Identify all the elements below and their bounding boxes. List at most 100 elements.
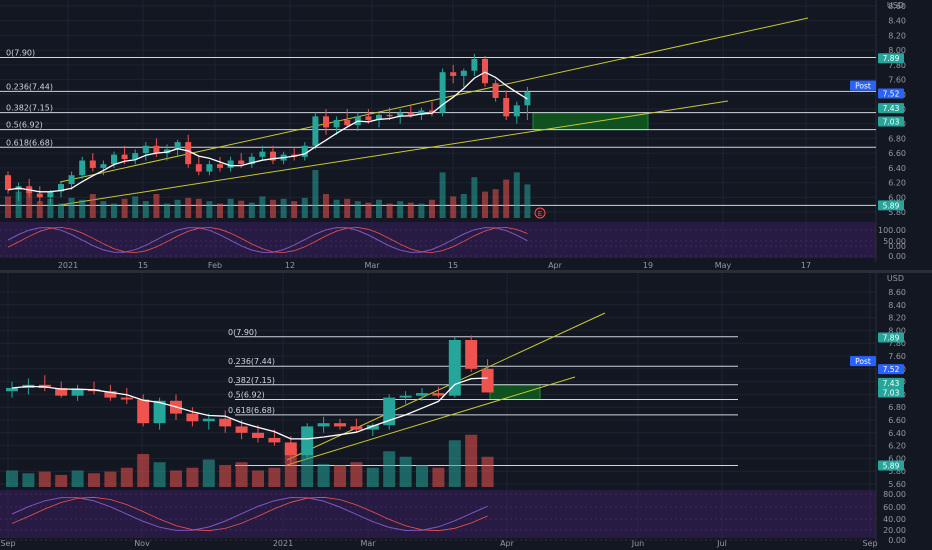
candle[interactable]	[185, 142, 192, 165]
candle[interactable]	[284, 442, 297, 456]
candle[interactable]	[439, 72, 446, 113]
trend-channel-line[interactable]	[59, 100, 729, 206]
candle[interactable]	[399, 395, 412, 398]
candle[interactable]	[259, 151, 266, 157]
candle[interactable]	[416, 393, 428, 396]
candle[interactable]	[164, 149, 170, 154]
candle[interactable]	[252, 432, 264, 438]
candle[interactable]	[36, 193, 43, 198]
candle[interactable]	[448, 340, 461, 396]
candle[interactable]	[471, 58, 478, 71]
target-zone-box[interactable]	[532, 112, 649, 131]
candle[interactable]	[492, 83, 499, 98]
candle[interactable]	[366, 425, 379, 430]
price-axis-label: 6.80	[888, 403, 906, 412]
candle[interactable]	[365, 116, 372, 121]
candle[interactable]	[513, 105, 520, 117]
candle[interactable]	[100, 164, 107, 168]
candle[interactable]	[120, 397, 133, 400]
candle[interactable]	[432, 393, 445, 396]
candle[interactable]	[503, 97, 510, 117]
candle[interactable]	[121, 154, 128, 160]
candle[interactable]	[344, 120, 351, 126]
candle[interactable]	[111, 154, 117, 165]
candle[interactable]	[268, 437, 281, 443]
moving-average-line[interactable]	[7, 71, 528, 193]
price-tag	[878, 332, 904, 343]
volume-bar	[153, 462, 166, 487]
time-axis-label: 12	[285, 261, 295, 270]
volume-bar	[386, 203, 393, 218]
candle[interactable]	[397, 112, 404, 117]
candle[interactable]	[227, 160, 234, 168]
candle[interactable]	[481, 368, 494, 393]
candle[interactable]	[350, 426, 363, 430]
candle[interactable]	[71, 389, 84, 396]
candle[interactable]	[407, 112, 414, 115]
volume-bar	[5, 196, 11, 218]
target-zone-box[interactable]	[489, 384, 541, 401]
candle[interactable]	[383, 397, 396, 426]
candle[interactable]	[217, 164, 223, 168]
candle[interactable]	[142, 145, 149, 154]
candle[interactable]	[202, 418, 215, 422]
candle[interactable]	[238, 160, 245, 165]
trend-channel-line[interactable]	[59, 17, 809, 183]
candle[interactable]	[450, 72, 457, 76]
candle[interactable]	[186, 413, 199, 422]
price-axis-label: 8.40	[888, 301, 906, 310]
oscillator-band	[0, 222, 876, 258]
volume-bar	[22, 473, 35, 487]
candle[interactable]	[301, 145, 308, 157]
candle[interactable]	[323, 116, 329, 128]
volume-bar	[248, 202, 255, 218]
candle[interactable]	[55, 388, 68, 396]
candle[interactable]	[174, 142, 181, 150]
candle[interactable]	[68, 175, 75, 185]
candle[interactable]	[5, 175, 11, 190]
candle[interactable]	[334, 423, 346, 427]
candle[interactable]	[418, 110, 425, 115]
candle[interactable]	[333, 120, 340, 128]
candle[interactable]	[153, 400, 166, 424]
candle[interactable]	[58, 184, 64, 192]
candle[interactable]	[195, 164, 202, 172]
candle[interactable]	[248, 156, 255, 165]
candle[interactable]	[219, 418, 232, 427]
candle[interactable]	[137, 399, 150, 424]
volume-bar	[217, 203, 223, 218]
candle[interactable]	[104, 391, 117, 398]
candle[interactable]	[317, 423, 330, 427]
moving-average-line[interactable]	[11, 377, 488, 440]
candle[interactable]	[465, 340, 478, 369]
oscillator-signal-line	[11, 496, 488, 532]
candle[interactable]	[301, 426, 314, 456]
price-axis-label: 6.80	[888, 134, 906, 143]
candle[interactable]	[312, 116, 319, 146]
candle[interactable]	[235, 426, 248, 433]
earnings-marker[interactable]	[534, 207, 546, 219]
top-chart-panel[interactable]: 8.608.408.208.007.807.607.407.207.006.80…	[0, 0, 906, 270]
candle[interactable]	[429, 110, 435, 113]
trend-channel-line[interactable]	[286, 312, 606, 461]
candle[interactable]	[206, 164, 213, 172]
candle[interactable]	[89, 160, 96, 168]
candle[interactable]	[482, 58, 488, 84]
volume-bar	[354, 201, 361, 218]
volume-bar	[503, 179, 510, 218]
candle[interactable]	[270, 151, 276, 161]
volume-bar	[238, 200, 245, 218]
panel-separator[interactable]	[0, 270, 932, 273]
time-axis-label: Apr	[548, 261, 563, 270]
trend-channel-line[interactable]	[286, 376, 576, 466]
candle[interactable]	[6, 388, 18, 392]
candle[interactable]	[153, 145, 160, 154]
candle[interactable]	[132, 153, 139, 160]
candle[interactable]	[47, 191, 54, 198]
candle[interactable]	[79, 160, 86, 176]
bottom-chart-panel[interactable]: 8.608.408.208.007.807.607.407.207.006.80…	[0, 273, 906, 548]
candle[interactable]	[386, 114, 393, 117]
candle[interactable]	[460, 70, 467, 76]
candle[interactable]	[376, 114, 382, 121]
